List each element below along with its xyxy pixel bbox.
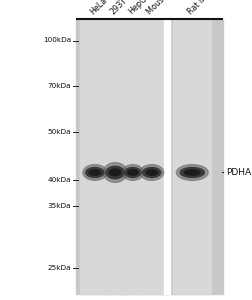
Text: 40kDa: 40kDa [47,177,71,183]
Bar [164,20,169,294]
Ellipse shape [103,163,127,182]
Text: HeLa: HeLa [88,0,109,16]
Ellipse shape [176,165,207,180]
Bar [118,20,146,294]
Ellipse shape [106,166,124,179]
Text: Mouse liver: Mouse liver [145,0,184,16]
Bar [79,20,110,294]
Ellipse shape [122,165,143,180]
Text: 100kDa: 100kDa [43,38,71,44]
Text: 35kDa: 35kDa [47,202,71,208]
Ellipse shape [142,167,160,178]
Text: Rat liver: Rat liver [185,0,215,16]
Bar [137,20,165,294]
Bar [173,20,210,294]
Ellipse shape [146,170,157,175]
Ellipse shape [109,169,120,176]
Text: HepG2: HepG2 [126,0,152,16]
Text: PDHA1: PDHA1 [222,168,252,177]
Bar [76,20,222,294]
Ellipse shape [139,165,163,180]
Ellipse shape [89,170,100,175]
Ellipse shape [179,167,204,178]
Ellipse shape [127,170,137,175]
Ellipse shape [83,165,106,180]
Ellipse shape [124,167,140,178]
Text: 50kDa: 50kDa [47,129,71,135]
Text: 293T: 293T [108,0,129,16]
Text: 70kDa: 70kDa [47,82,71,88]
Ellipse shape [184,170,199,175]
Ellipse shape [85,167,104,178]
Text: 25kDa: 25kDa [47,265,71,271]
Bar [101,20,129,294]
